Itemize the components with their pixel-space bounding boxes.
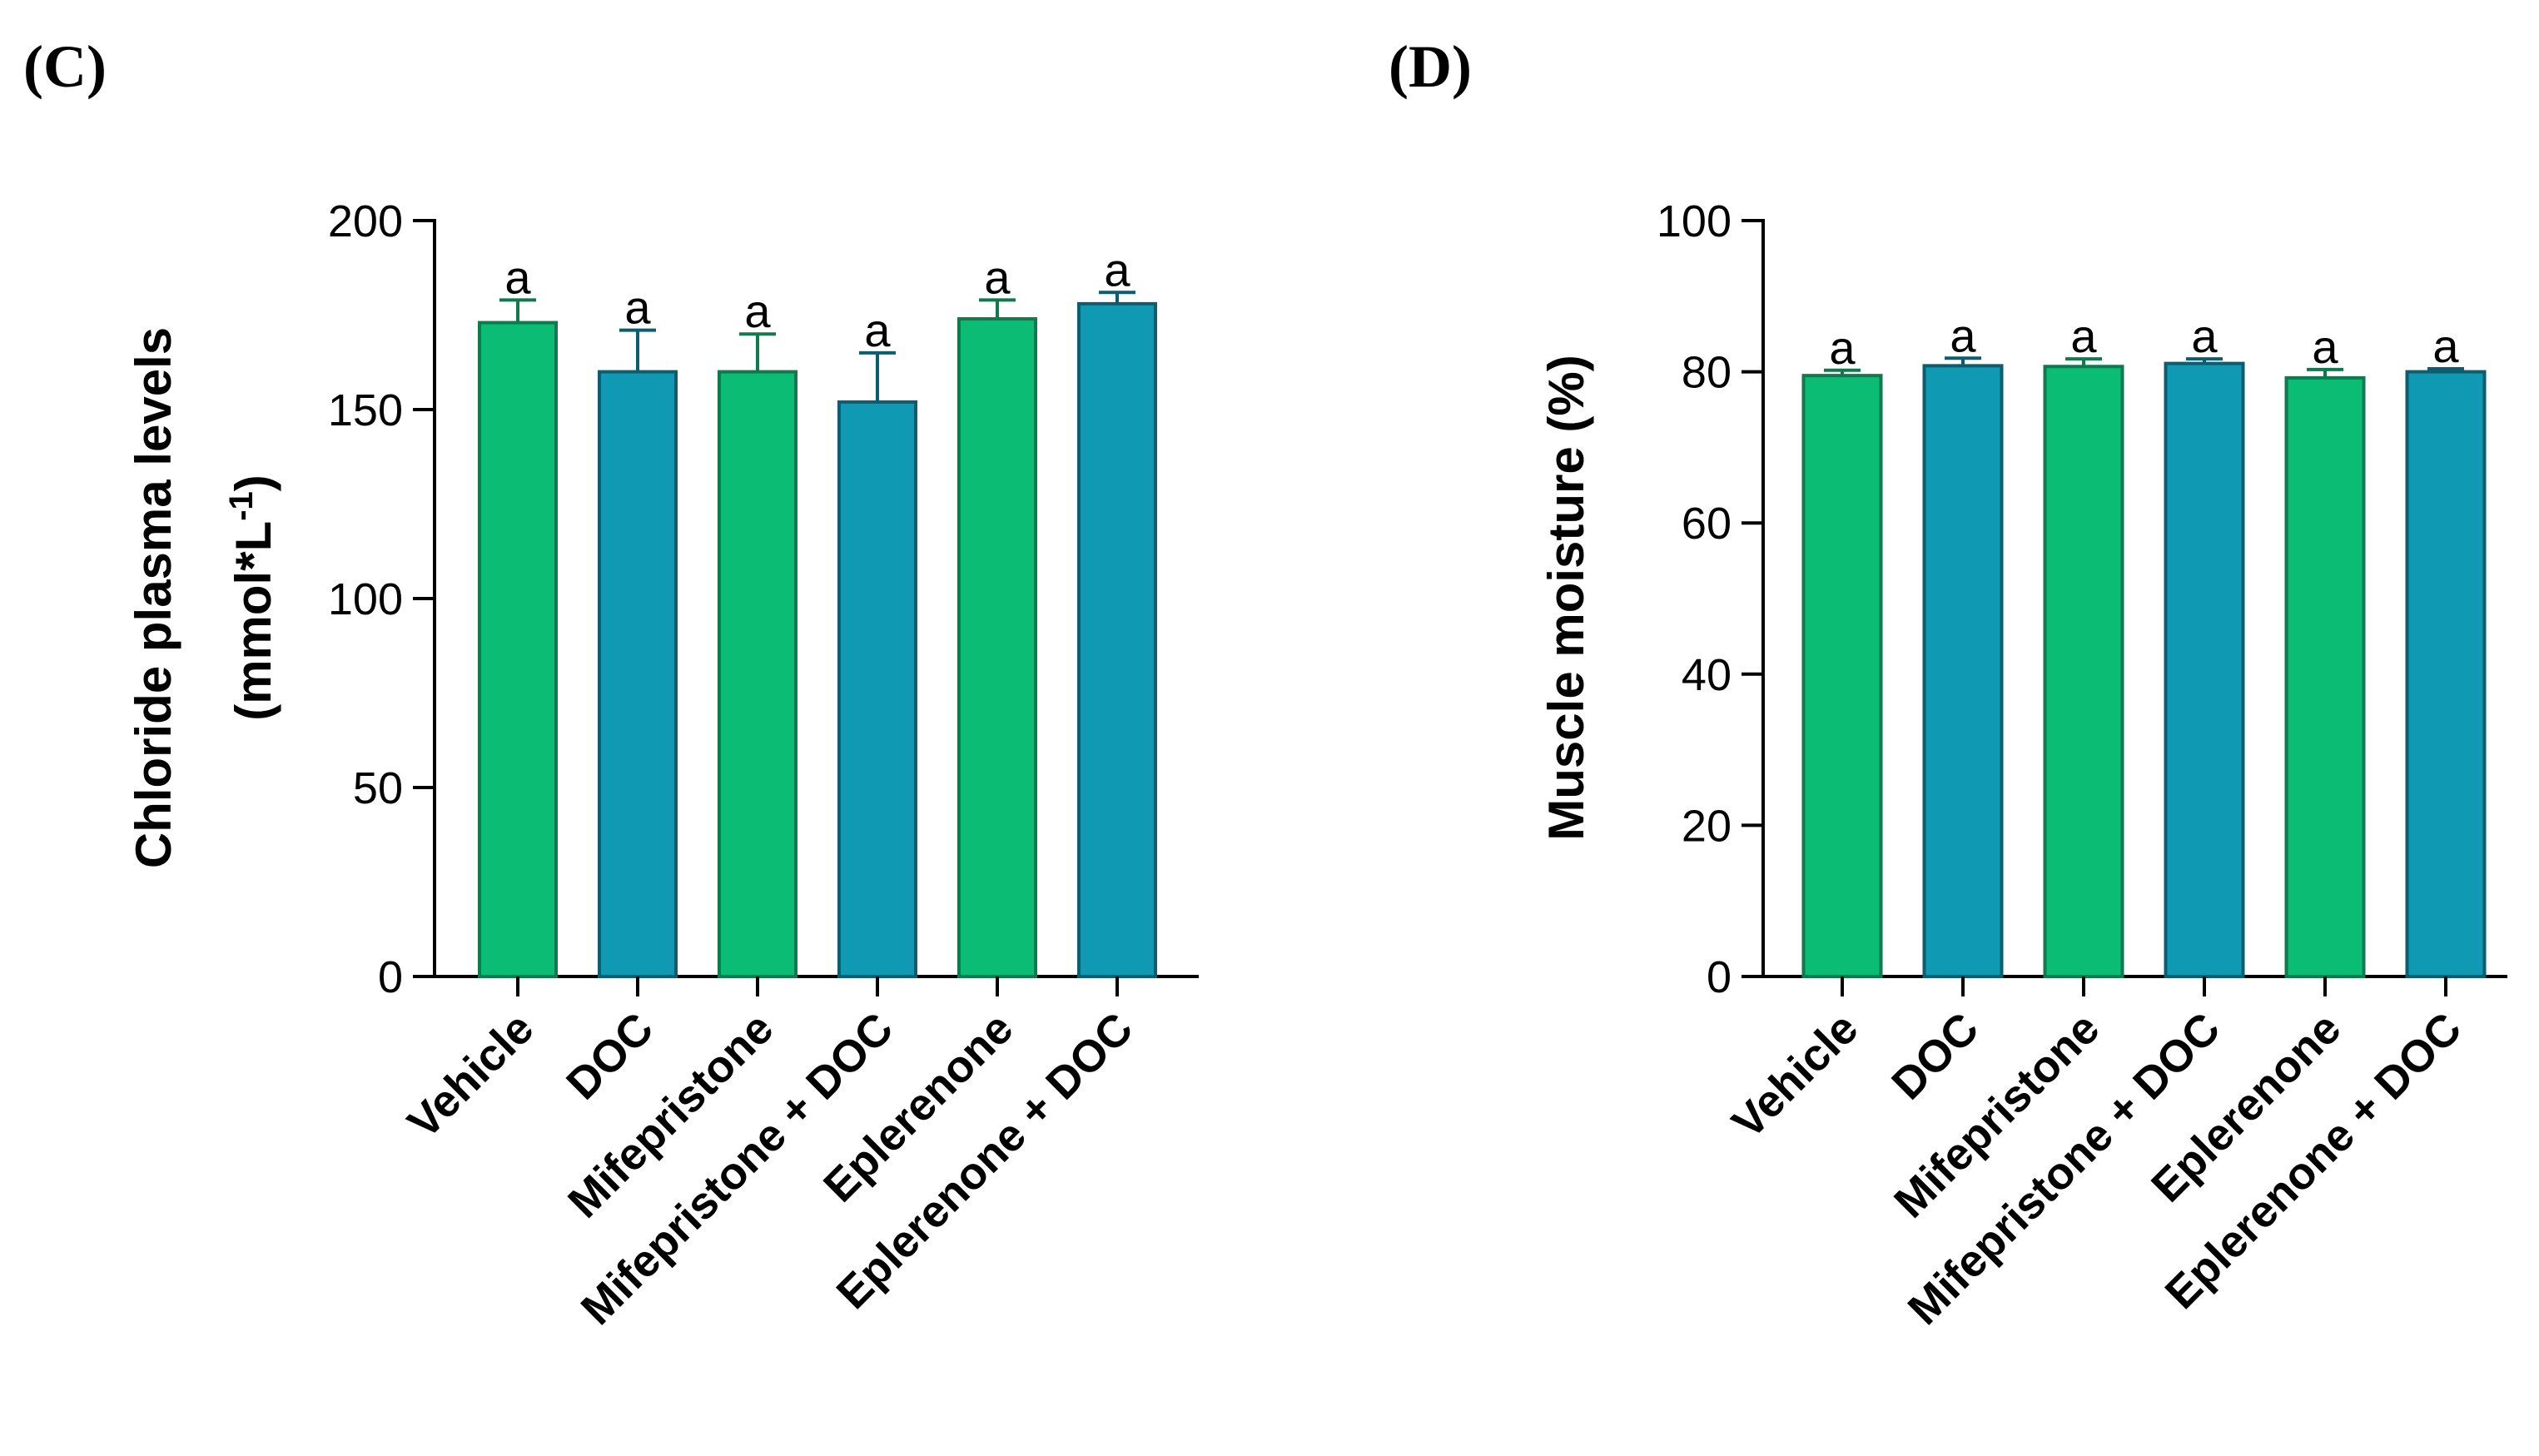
panel-d-error-bars: [1824, 356, 2464, 378]
panel-c-bar: [718, 370, 797, 979]
panel-d-y-tick-label: 60: [1682, 499, 1732, 549]
panel-c-significance-label: a: [1104, 243, 1130, 296]
panel-c-category-label: Vehicle: [398, 1003, 543, 1148]
panel-c-error-bar: [979, 298, 1016, 320]
panel-d-significance-label: a: [1950, 309, 1976, 361]
panel-c-bar: [598, 370, 678, 979]
panel-d-significance-label: a: [2070, 310, 2097, 362]
panel-c-error-bar: [1099, 291, 1135, 304]
panel-c-category-label: DOC: [557, 1003, 663, 1109]
panel-c-y-tick-label: 100: [328, 574, 403, 624]
panel-d-axes: 0 20 40 60 80 100: [1657, 196, 2507, 1002]
panel-d-error-bar: [1824, 368, 1861, 376]
panel-d-error-bar: [2427, 366, 2464, 372]
panel-d-significance-label: a: [2432, 320, 2459, 372]
panel-d-bar: [1801, 374, 1883, 978]
panel-d-significance-label: a: [1829, 321, 1856, 374]
panel-c-bar: [837, 400, 917, 979]
panel-d-bar: [2405, 370, 2487, 979]
panel-c-letter: (C): [23, 33, 107, 100]
panel-c-error-bar: [859, 350, 896, 402]
panel-c-chart: (C) Chloride plasma levels (mmol*L-1) 0 5…: [23, 33, 1199, 1334]
panel-d-category-label: DOC: [1882, 1003, 1988, 1109]
panel-c-significance-label: a: [624, 281, 651, 334]
panel-d-error-bar: [1945, 356, 1981, 366]
panel-c-y-label-line1: Chloride plasma levels: [126, 327, 181, 868]
panel-c-category-label: Mifepristone: [559, 1003, 783, 1227]
panel-c-significance-label: a: [504, 251, 531, 303]
panel-d-significance-label: a: [2191, 310, 2218, 362]
panel-d-y-tick-label: 0: [1707, 952, 1732, 1002]
panel-c-error-bar: [619, 328, 656, 372]
panel-c-y-tick-label: 200: [328, 196, 403, 246]
panel-c-y-tick-label: 0: [378, 952, 403, 1002]
panel-d-error-bar: [2186, 357, 2223, 364]
panel-d-bar: [2164, 361, 2245, 978]
panel-c-significance-label: a: [984, 251, 1011, 303]
panel-c-significance-label: a: [864, 304, 891, 356]
panel-d-y-axis-label: Muscle moisture (%): [1538, 355, 1594, 840]
panel-d-error-bar: [2065, 357, 2102, 367]
panel-c-error-bar: [739, 332, 776, 372]
panel-d-bar: [1922, 364, 2004, 978]
panel-c-significance-label: a: [744, 285, 771, 337]
panel-c-error-bars: [499, 291, 1135, 402]
panel-c-y-label-line2: (mmol*L-1): [223, 475, 281, 721]
panel-d-y-tick-label: 20: [1682, 801, 1732, 851]
panel-d-bar: [2284, 375, 2366, 978]
panel-d-y-label: Muscle moisture (%): [1538, 355, 1594, 840]
panel-d-y-tick-label: 100: [1657, 196, 1732, 246]
panel-d-bars: [1801, 361, 2487, 979]
panel-c-y-tick-label: 50: [353, 763, 403, 813]
panel-c-significance-labels: a a a a a a: [504, 243, 1130, 356]
panel-c-y-tick-label: 150: [328, 385, 403, 435]
panel-c-error-bar: [499, 298, 536, 323]
panel-c-bar: [1077, 301, 1157, 978]
panel-c-axes: 0 50 100 150 200: [328, 196, 1199, 1002]
panel-d-bar: [2043, 365, 2124, 978]
panel-d-y-tick-label: 80: [1682, 348, 1732, 398]
panel-c-bar: [478, 321, 558, 978]
panel-c-y-axis-label: Chloride plasma levels (mmol*L-1): [126, 327, 281, 868]
panel-d-chart: (D) Muscle moisture (%) 0 20 40 60 80 100 a a a…: [1389, 33, 2507, 1334]
panel-d-y-tick-label: 40: [1682, 650, 1732, 700]
panel-c-bar: [957, 317, 1037, 979]
panel-c-bars: [478, 301, 1157, 979]
panel-d-letter: (D): [1389, 33, 1472, 100]
panel-d-error-bar: [2307, 367, 2343, 378]
panel-d-significance-label: a: [2312, 321, 2338, 373]
panel-d-category-label: Vehicle: [1722, 1003, 1867, 1148]
